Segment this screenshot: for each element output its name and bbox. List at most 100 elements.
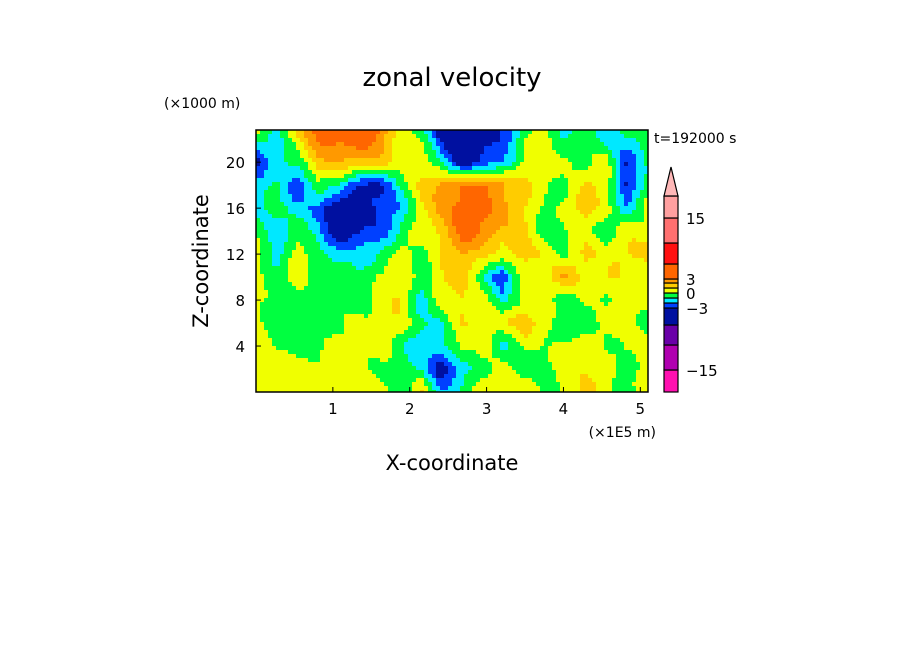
contour-cell: [284, 326, 288, 330]
contour-cell: [276, 194, 280, 198]
contour-cell: [644, 326, 648, 330]
contour-cell: [384, 234, 388, 238]
contour-cell: [264, 134, 268, 138]
contour-cell: [488, 158, 492, 162]
contour-cell: [416, 266, 420, 270]
contour-cell: [356, 306, 360, 310]
contour-cell: [616, 306, 620, 310]
contour-cell: [524, 254, 528, 258]
contour-cell: [436, 226, 440, 230]
contour-cell: [608, 326, 612, 330]
contour-cell: [264, 230, 268, 234]
contour-cell: [296, 210, 300, 214]
contour-cell: [580, 190, 584, 194]
contour-cell: [484, 222, 488, 226]
contour-cell: [608, 214, 612, 218]
contour-cell: [332, 254, 336, 258]
contour-cell: [600, 226, 604, 230]
contour-cell: [272, 190, 276, 194]
contour-cell: [260, 322, 264, 326]
contour-cell: [640, 314, 644, 318]
contour-cell: [604, 210, 608, 214]
contour-cell: [608, 146, 612, 150]
contour-cell: [404, 154, 408, 158]
contour-cell: [588, 246, 592, 250]
contour-cell: [452, 238, 456, 242]
contour-cell: [392, 190, 396, 194]
contour-cell: [336, 138, 340, 142]
contour-cell: [344, 286, 348, 290]
contour-cell: [504, 218, 508, 222]
contour-cell: [512, 198, 516, 202]
contour-cell: [568, 290, 572, 294]
contour-cell: [352, 210, 356, 214]
contour-cell: [344, 270, 348, 274]
contour-cell: [468, 258, 472, 262]
contour-cell: [260, 194, 264, 198]
contour-cell: [260, 166, 264, 170]
contour-cell: [324, 230, 328, 234]
contour-cell: [448, 134, 452, 138]
contour-cell: [484, 174, 488, 178]
contour-cell: [452, 258, 456, 262]
contour-cell: [612, 162, 616, 166]
contour-cell: [532, 254, 536, 258]
contour-cell: [360, 318, 364, 322]
contour-cell: [632, 182, 636, 186]
contour-cell: [468, 202, 472, 206]
contour-cell: [432, 262, 436, 266]
contour-cell: [500, 162, 504, 166]
contour-cell: [536, 262, 540, 266]
contour-cell: [412, 266, 416, 270]
contour-cell: [460, 282, 464, 286]
contour-cell: [544, 210, 548, 214]
contour-cell: [576, 250, 580, 254]
contour-cell: [564, 226, 568, 230]
contour-cell: [432, 170, 436, 174]
contour-cell: [464, 130, 468, 134]
contour-cell: [440, 178, 444, 182]
contour-cell: [504, 170, 508, 174]
contour-cell: [532, 162, 536, 166]
contour-cell: [356, 318, 360, 322]
contour-cell: [312, 306, 316, 310]
contour-cell: [420, 222, 424, 226]
contour-cell: [448, 138, 452, 142]
contour-cell: [464, 242, 468, 246]
contour-cell: [576, 278, 580, 282]
contour-cell: [476, 222, 480, 226]
contour-cell: [524, 138, 528, 142]
contour-cell: [420, 254, 424, 258]
contour-cell: [488, 314, 492, 318]
contour-cell: [432, 194, 436, 198]
contour-cell: [376, 326, 380, 330]
contour-cell: [256, 254, 260, 258]
contour-cell: [264, 182, 268, 186]
contour-cell: [564, 130, 568, 134]
contour-cell: [320, 282, 324, 286]
contour-cell: [424, 142, 428, 146]
contour-cell: [624, 190, 628, 194]
contour-cell: [324, 258, 328, 262]
contour-cell: [568, 166, 572, 170]
contour-cell: [312, 266, 316, 270]
contour-cell: [500, 330, 504, 334]
contour-cell: [640, 230, 644, 234]
contour-cell: [596, 274, 600, 278]
contour-cell: [444, 242, 448, 246]
contour-cell: [544, 282, 548, 286]
contour-cell: [372, 270, 376, 274]
contour-cell: [624, 218, 628, 222]
contour-cell: [388, 134, 392, 138]
contour-cell: [324, 178, 328, 182]
contour-cell: [292, 182, 296, 186]
contour-cell: [400, 198, 404, 202]
contour-cell: [556, 178, 560, 182]
contour-cell: [460, 326, 464, 330]
contour-cell: [492, 230, 496, 234]
contour-cell: [304, 162, 308, 166]
contour-cell: [260, 190, 264, 194]
contour-cell: [564, 254, 568, 258]
contour-cell: [540, 322, 544, 326]
contour-cell: [624, 158, 628, 162]
